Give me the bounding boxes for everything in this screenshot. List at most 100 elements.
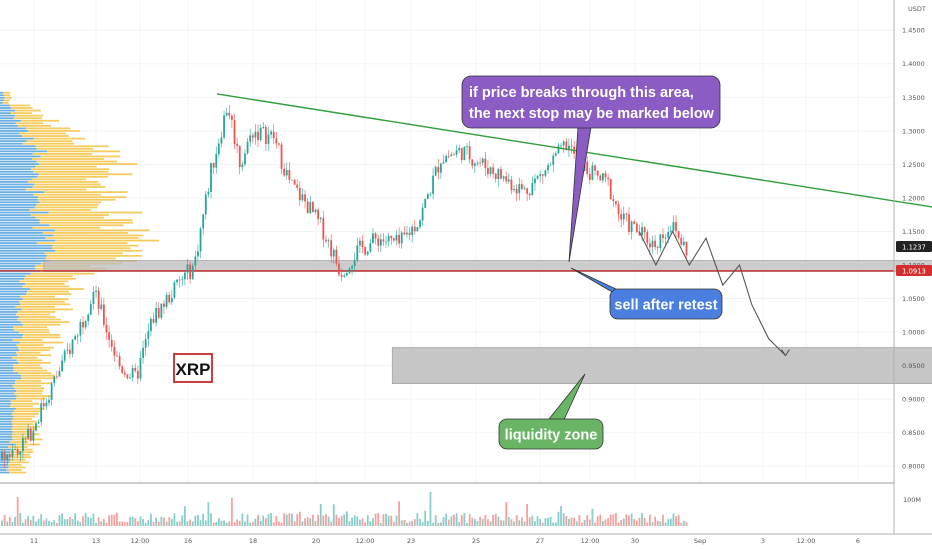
time-axis-ticks[interactable]: 11 13 12:00 16 18 20 12:00 23 25 27 12:00 30 Sep 3 12:… <box>30 537 860 545</box>
profile-bar-buy <box>0 316 19 318</box>
candle-up <box>22 438 24 452</box>
candle-down <box>238 145 241 168</box>
volume-bar-down <box>325 514 327 526</box>
price-tick-label: 0.8000 <box>902 463 925 471</box>
profile-bar-sell <box>12 423 34 426</box>
candle-down <box>586 161 589 174</box>
price-axis-ticks[interactable]: 0.80000.85000.90000.95001.00001.05001.10… <box>902 27 925 471</box>
liquidity-callout[interactable] <box>498 418 604 450</box>
volume-bar-down <box>113 514 116 526</box>
volume-bar-down <box>460 515 463 526</box>
profile-bar-sell <box>13 415 35 418</box>
candle-up <box>481 158 484 163</box>
candle-up <box>246 141 249 154</box>
time-tick-label: 6 <box>856 537 860 545</box>
time-tick-label: 12:00 <box>581 537 600 545</box>
candle-up <box>440 163 442 173</box>
candle-up <box>92 291 95 304</box>
volume-bar-up <box>531 515 534 526</box>
volume-bar-down <box>403 519 406 526</box>
profile-bar-buy <box>0 232 43 234</box>
candle-up <box>513 188 515 191</box>
volume-bar-up <box>552 522 555 526</box>
volume-bar-down <box>479 516 481 526</box>
profile-bar-buy <box>0 295 21 298</box>
profile-bar-buy <box>0 288 30 290</box>
candle-down <box>607 177 609 180</box>
candle-up <box>197 251 199 257</box>
profile-bar-sell <box>4 96 12 99</box>
candle-up <box>259 127 262 140</box>
profile-bar-sell <box>9 458 26 461</box>
volume-bar-down <box>675 516 677 526</box>
volume-bar-up <box>348 521 351 526</box>
price-tick-label: 1.1500 <box>902 228 925 236</box>
profile-bar-buy <box>0 341 20 344</box>
volume-bar-up <box>659 521 662 526</box>
profile-bar-buy <box>0 379 16 382</box>
candle-up <box>301 194 304 201</box>
candle-down <box>662 234 664 239</box>
volume-bar-down <box>638 517 641 526</box>
volume-bar-down <box>596 516 599 526</box>
profile-bar-sell <box>15 379 42 382</box>
volume-bar-up <box>76 520 79 526</box>
volume-bar-up <box>466 522 468 526</box>
profile-bar-buy <box>0 423 13 426</box>
time-tick-label: 13 <box>92 537 100 545</box>
profile-bar-sell <box>14 387 45 390</box>
candle-up <box>37 422 40 424</box>
liquidity-zone <box>391 347 932 385</box>
volume-bar-down <box>408 521 411 526</box>
profile-bar-sell <box>22 142 75 145</box>
candle-down <box>643 227 646 232</box>
volume-bar-up <box>534 521 536 526</box>
profile-bar-buy <box>0 407 16 410</box>
profile-bar-buy <box>0 102 3 104</box>
candle-up <box>100 304 103 309</box>
candle-down <box>113 346 116 356</box>
volume-bar-down <box>392 521 395 526</box>
candle-down <box>541 174 544 176</box>
volume-bar-down <box>374 513 377 526</box>
profile-bar-buy <box>0 145 36 148</box>
candle-up <box>411 226 414 236</box>
volume-bar-down <box>42 520 45 526</box>
volume-bar-down <box>390 515 393 526</box>
volume-bar-down <box>178 521 181 526</box>
volume-bar-up <box>95 522 97 526</box>
profile-bar-sell <box>9 453 30 456</box>
profile-bar-sell <box>17 318 61 321</box>
profile-bar-sell <box>32 152 93 155</box>
candle-up <box>356 245 359 261</box>
volume-bar-up <box>424 510 427 526</box>
profile-bar-buy <box>0 242 37 245</box>
volume-bar-up <box>651 522 654 526</box>
candle-up <box>345 273 348 276</box>
candle-up <box>442 162 445 164</box>
profile-bar-buy <box>0 191 45 194</box>
profile-bar-sell <box>22 285 70 288</box>
candle-down <box>317 209 320 219</box>
candle-down <box>304 194 306 202</box>
volume-bar-down <box>212 522 215 526</box>
candle-up <box>549 164 552 166</box>
profile-bar-buy <box>0 249 56 252</box>
volume-bar-up <box>100 521 103 526</box>
candle-down <box>675 222 677 232</box>
profile-bar-sell <box>52 247 131 250</box>
profile-bar-buy <box>0 282 25 285</box>
candle-up <box>267 134 270 145</box>
sell-callout[interactable] <box>609 288 723 320</box>
candle-up <box>682 241 685 245</box>
volume-bar-up <box>455 513 458 526</box>
time-tick-label: 20 <box>312 537 320 545</box>
profile-bar-sell <box>15 109 41 112</box>
candle-up <box>6 454 9 461</box>
candle-up <box>641 227 643 236</box>
support-zone <box>43 259 932 272</box>
volume-bar-up <box>92 513 95 526</box>
volume-bar-up <box>217 518 220 526</box>
breakout-callout[interactable] <box>461 75 721 129</box>
